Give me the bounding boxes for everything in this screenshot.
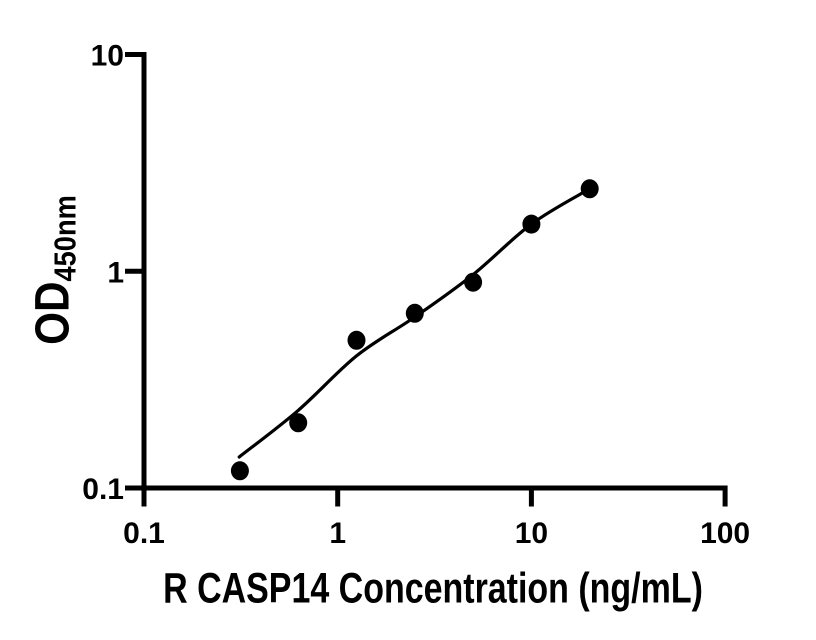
x-axis-title: R CASP14 Concentration (ng/mL) (163, 564, 703, 613)
y-axis-title-subscript: 450nm (47, 195, 83, 282)
data-point (230, 461, 249, 481)
data-point (464, 272, 483, 292)
x-tick-label: 0.1 (123, 517, 165, 550)
y-tick-label: 10 (91, 40, 124, 73)
data-point (580, 179, 599, 199)
x-tick-label: 1 (329, 517, 346, 550)
y-tick-label: 1 (107, 256, 124, 289)
y-tick-label: 0.1 (82, 473, 124, 506)
data-point (289, 413, 308, 433)
x-tick-label: 100 (700, 517, 750, 550)
data-point (405, 303, 424, 323)
data-point (347, 330, 366, 350)
y-axis-title: OD450nm (26, 195, 83, 345)
data-point (522, 214, 541, 234)
x-tick-label: 10 (515, 517, 548, 550)
y-axis-title-text: OD (26, 281, 80, 345)
